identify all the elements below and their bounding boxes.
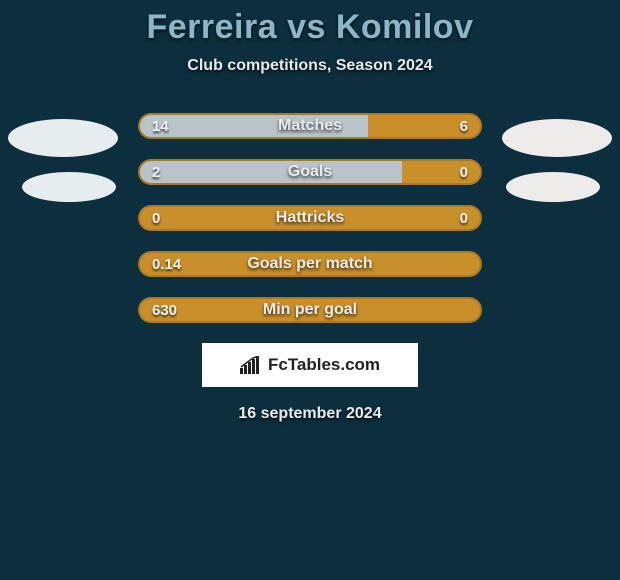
stat-value-left: 0.14: [152, 256, 181, 273]
stat-value-left: 14: [152, 118, 169, 135]
comparison-title: Ferreira vs Komilov: [0, 0, 620, 47]
stat-value-right: 0: [460, 210, 468, 227]
stat-label: Min per goal: [263, 301, 357, 319]
stat-value-left: 2: [152, 164, 160, 181]
stat-row: 14 Matches 6: [0, 113, 620, 139]
stat-label: Goals: [288, 163, 332, 181]
stat-bar: 630 Min per goal: [138, 297, 482, 323]
date-line: 16 september 2024: [0, 405, 620, 423]
stat-row: 2 Goals 0: [0, 159, 620, 185]
stat-bar: 0 Hattricks 0: [138, 205, 482, 231]
stat-value-right: 6: [460, 118, 468, 135]
stat-value-left: 630: [152, 302, 177, 319]
stat-value-right: 0: [460, 164, 468, 181]
brand-text: FcTables.com: [268, 355, 380, 375]
bar-chart-icon: [240, 356, 262, 374]
stat-bar-left-fill: [140, 161, 402, 183]
stat-value-left: 0: [152, 210, 160, 227]
stat-label: Matches: [278, 117, 342, 135]
stat-bar: 0.14 Goals per match: [138, 251, 482, 277]
stat-label: Goals per match: [247, 255, 372, 273]
brand-badge: FcTables.com: [202, 343, 418, 387]
comparison-subtitle: Club competitions, Season 2024: [0, 57, 620, 75]
stat-bar: 2 Goals 0: [138, 159, 482, 185]
stat-row: 0.14 Goals per match: [0, 251, 620, 277]
stat-label: Hattricks: [276, 209, 344, 227]
stat-row: 630 Min per goal: [0, 297, 620, 323]
stat-bar: 14 Matches 6: [138, 113, 482, 139]
stat-row: 0 Hattricks 0: [0, 205, 620, 231]
